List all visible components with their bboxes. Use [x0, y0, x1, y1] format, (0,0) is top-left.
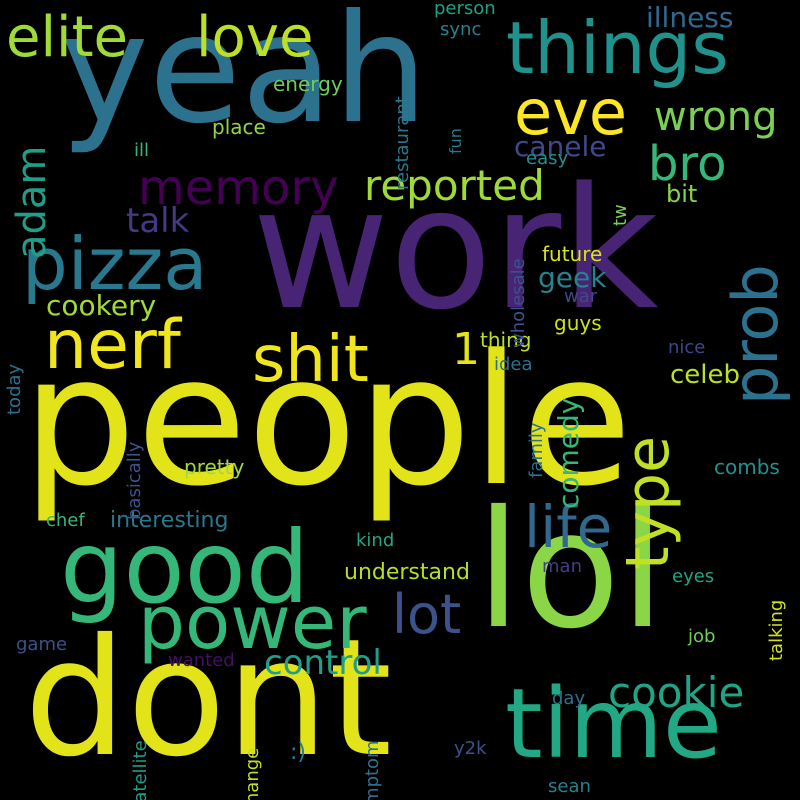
- word-pizza-9: pizza: [22, 222, 208, 306]
- word-bit-33: bit: [666, 180, 698, 208]
- word-tw-50: tw: [610, 204, 631, 226]
- word-wholesale-51: wholesale: [508, 258, 529, 348]
- word-eve-16: eve: [514, 76, 627, 149]
- word-sean-72: sean: [548, 776, 591, 797]
- word-1-25: 1: [452, 324, 480, 375]
- word-talking-63: talking: [766, 599, 787, 661]
- word-idea-54: idea: [494, 354, 533, 375]
- word-job-62: job: [688, 626, 716, 647]
- word-today-57: today: [4, 363, 25, 415]
- word-life-18: life: [524, 493, 613, 561]
- word-illness-29: illness: [646, 1, 734, 34]
- word-easy-48: easy: [526, 148, 569, 169]
- word-cookie-21: cookie: [608, 668, 745, 717]
- word-combs-38: combs: [714, 455, 780, 479]
- word-reported-20: reported: [364, 161, 545, 210]
- word-thing-39: thing: [480, 328, 532, 352]
- word-understand-35: understand: [344, 560, 470, 585]
- word-cookery-28: cookery: [46, 289, 157, 322]
- word-man-60: man: [542, 556, 582, 577]
- word-kind-59: kind: [356, 530, 395, 551]
- word-things-7: things: [506, 6, 729, 90]
- word-war-52: war: [564, 286, 598, 307]
- word-work-1: work: [252, 151, 659, 347]
- word-fun-47: fun: [446, 128, 465, 154]
- word-energy-42: energy: [273, 72, 343, 96]
- word-elite-14: elite: [6, 5, 128, 70]
- word-guys-40: guys: [554, 311, 602, 335]
- word-restaurant-44: restaurant: [392, 96, 413, 190]
- word-y2k-71: y2k: [454, 738, 487, 759]
- word-person-45: person: [434, 0, 496, 19]
- word-people-0: people: [22, 317, 633, 526]
- word-symptom-67: symptom: [362, 740, 383, 800]
- word-sync-46: sync: [440, 19, 482, 40]
- word-shit-12: shit: [252, 323, 369, 397]
- word-love-13: love: [196, 5, 314, 70]
- word-time-5: time: [505, 668, 722, 780]
- word-lot-19: lot: [392, 583, 462, 646]
- word-memory-17: memory: [138, 160, 339, 216]
- word-talk-27: talk: [126, 201, 190, 241]
- word-place-43: place: [212, 115, 266, 139]
- word-control-26: control: [264, 643, 382, 683]
- word-pretty-37: pretty: [184, 455, 245, 479]
- word-satellite-66: satellite: [130, 740, 151, 800]
- word-eyes-61: eyes: [672, 566, 715, 587]
- word-comedy-31: comedy: [552, 397, 585, 509]
- word-lol-4: lol: [476, 477, 666, 665]
- word-game-64: game: [16, 634, 68, 655]
- word-change-68: change: [242, 747, 263, 800]
- word-wrong-24: wrong: [654, 94, 778, 140]
- word-nice-53: nice: [668, 337, 706, 358]
- word-celeb-32: celeb: [670, 360, 741, 390]
- word-basically-56: basically: [124, 441, 145, 520]
- word-future-41: future: [542, 242, 603, 266]
- word-day-70: day: [552, 688, 586, 709]
- word-wanted-65: wanted: [168, 650, 235, 671]
- word--69: :): [290, 740, 306, 765]
- word-dont-3: dont: [24, 605, 393, 793]
- word-type-15: type: [613, 435, 683, 570]
- word-interesting-36: interesting: [110, 508, 229, 533]
- word-bro-23: bro: [648, 136, 727, 192]
- word-nerf-11: nerf: [44, 306, 181, 385]
- word-yeah-2: yeah: [60, 0, 429, 157]
- word-geek-34: geek: [538, 261, 607, 294]
- word-good-6: good: [60, 509, 310, 626]
- word-power-8: power: [138, 580, 367, 666]
- word-family-55: family: [526, 422, 547, 478]
- word-canele-30: canele: [514, 130, 607, 163]
- word-chef-58: chef: [46, 510, 85, 531]
- word-adam-22: adam: [9, 145, 55, 259]
- word-ill-49: ill: [134, 140, 150, 161]
